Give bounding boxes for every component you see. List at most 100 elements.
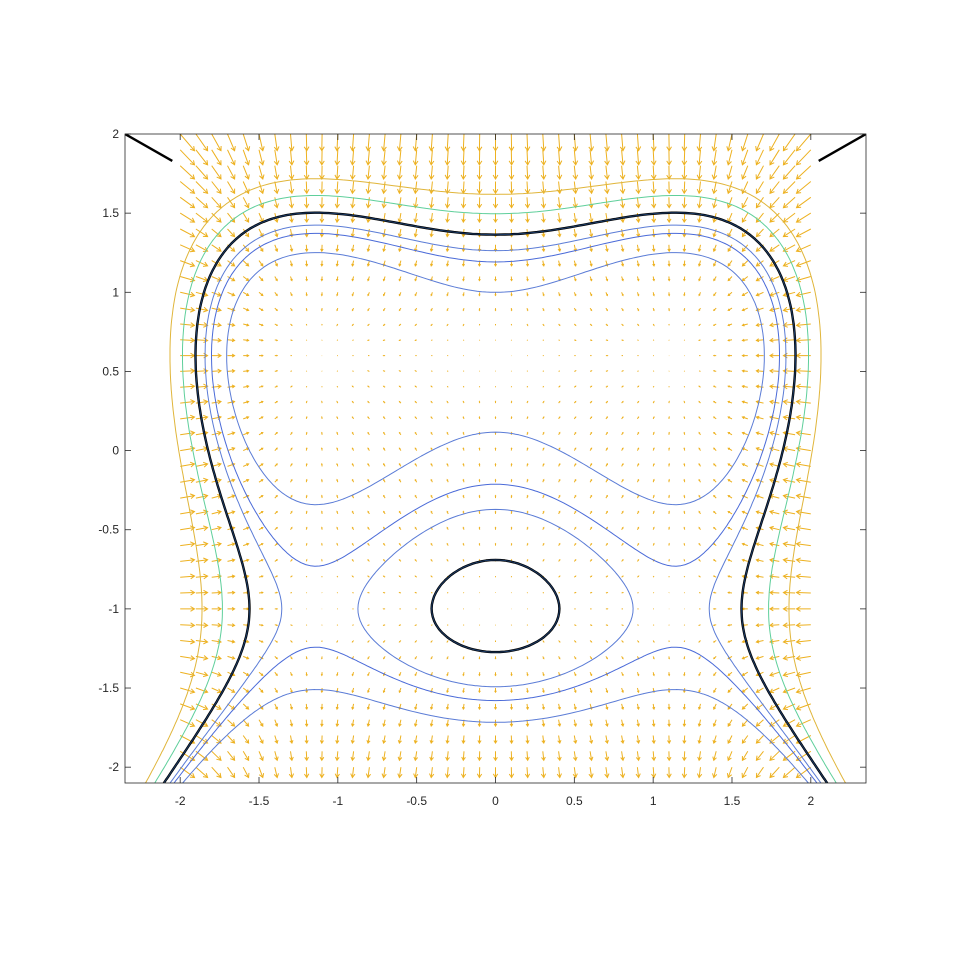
quiver-arrow <box>195 244 209 252</box>
quiver-arrow <box>573 463 577 467</box>
quiver-arrow <box>179 196 196 209</box>
quiver-arrow <box>542 687 545 694</box>
quiver-arrow <box>620 719 625 728</box>
quiver-arrow <box>352 339 354 341</box>
quiver-arrow <box>573 687 577 694</box>
quiver-arrow <box>242 719 250 727</box>
quiver-arrow <box>368 782 370 783</box>
quiver-arrow <box>382 591 386 594</box>
quiver-arrow <box>573 751 578 762</box>
quiver-arrow <box>242 197 250 209</box>
quiver-arrow <box>430 370 433 372</box>
quiver-arrow <box>620 197 626 209</box>
quiver-arrow <box>462 526 465 530</box>
quiver-arrow <box>321 782 323 783</box>
quiver-arrow <box>755 558 764 563</box>
quiver-arrow <box>382 400 386 404</box>
quiver-arrow <box>398 276 402 282</box>
quiver-arrow <box>494 431 497 435</box>
quiver-arrow <box>494 656 497 660</box>
quiver-arrow <box>320 292 324 297</box>
quiver-arrow <box>367 656 370 660</box>
quiver-arrow <box>305 276 308 282</box>
quiver-arrow <box>414 656 418 660</box>
quiver-arrow <box>698 559 701 562</box>
quiver-arrow <box>462 323 465 327</box>
quiver-arrow <box>740 134 749 152</box>
quiver-arrow <box>242 134 251 152</box>
quiver-arrow <box>795 291 811 298</box>
quiver-arrow <box>460 197 467 209</box>
quiver-arrow <box>289 735 294 745</box>
quiver-arrow <box>769 735 780 744</box>
quiver-arrow <box>668 416 670 419</box>
quiver-arrow <box>258 751 264 762</box>
quiver-arrow <box>726 767 733 779</box>
quiver-arrow <box>304 244 309 253</box>
quiver-arrow <box>258 323 264 327</box>
quiver-arrow <box>428 149 435 166</box>
quiver-arrow <box>683 624 686 626</box>
quiver-arrow <box>478 400 481 404</box>
quiver-arrow <box>258 369 264 373</box>
quiver-arrow <box>288 767 295 779</box>
quiver-arrow <box>398 510 402 515</box>
contour-line <box>154 195 837 783</box>
quiver-arrow <box>462 656 465 660</box>
quiver-arrow <box>727 463 733 467</box>
quiver-arrow <box>637 323 640 327</box>
quiver-arrow <box>621 478 624 483</box>
quiver-arrow <box>195 541 209 548</box>
quiver-arrow <box>195 719 209 727</box>
quiver-arrow <box>605 431 608 436</box>
quiver-arrow <box>755 623 764 628</box>
quiver-arrow <box>727 671 733 677</box>
quiver-arrow <box>605 591 609 594</box>
quiver-arrow <box>351 559 354 562</box>
quiver-arrow <box>727 369 733 373</box>
quiver-arrow <box>336 307 339 312</box>
quiver-arrow <box>696 181 703 195</box>
quiver-arrow <box>542 370 545 372</box>
quiver-arrow <box>383 431 386 436</box>
quiver-arrow <box>258 527 264 531</box>
quiver-arrow <box>542 640 545 643</box>
quiver-arrow <box>683 510 686 515</box>
quiver-arrow <box>414 542 418 546</box>
quiver-arrow <box>769 509 780 515</box>
quiver-arrow <box>446 592 449 594</box>
quiver-arrow <box>211 353 222 359</box>
quiver-arrow <box>382 559 386 562</box>
quiver-arrow <box>398 494 402 499</box>
quiver-arrow <box>727 479 733 483</box>
quiver-arrow <box>755 750 764 762</box>
quiver-arrow <box>430 416 433 420</box>
quiver-arrow <box>713 463 717 467</box>
quiver-arrow <box>589 416 593 420</box>
quiver-arrow <box>274 543 278 546</box>
quiver-arrow <box>227 510 236 515</box>
quiver-arrow <box>605 463 608 467</box>
quiver-arrow <box>526 463 529 467</box>
quiver-arrow <box>588 767 594 779</box>
quiver-arrow <box>782 149 796 166</box>
quiver-arrow <box>573 400 577 404</box>
quiver-arrow <box>713 656 717 660</box>
quiver-arrow <box>274 354 279 357</box>
quiver-arrow <box>621 463 624 467</box>
quiver-arrow <box>526 640 529 643</box>
quiver-arrow <box>431 782 433 783</box>
quiver-arrow <box>755 542 764 547</box>
quiver-arrow <box>769 244 780 252</box>
quiver-arrow <box>652 307 655 312</box>
quiver-arrow <box>381 165 387 180</box>
quiver-arrow <box>755 606 764 611</box>
quiver-arrow <box>305 558 308 562</box>
quiver-arrow <box>574 591 577 594</box>
quiver-arrow <box>795 655 811 661</box>
quiver-arrow <box>274 719 279 728</box>
quiver-arrow <box>304 719 309 728</box>
quiver-arrow <box>683 400 686 404</box>
quiver-arrow <box>741 276 749 282</box>
quiver-arrow <box>741 338 748 342</box>
